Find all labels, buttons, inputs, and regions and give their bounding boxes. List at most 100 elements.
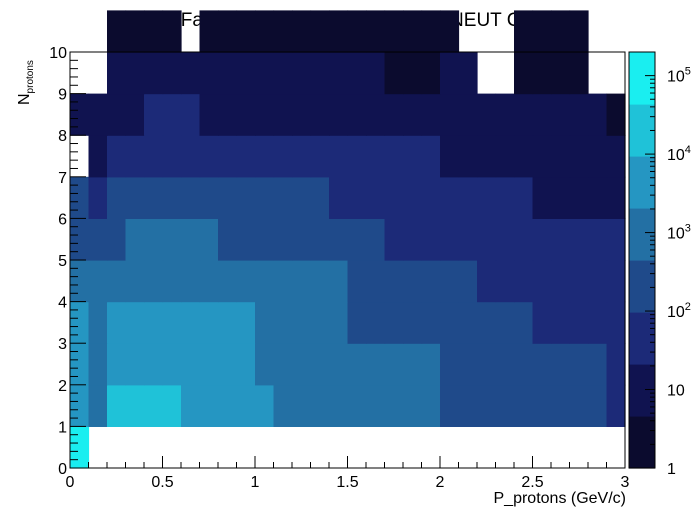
heatmap-cell [218, 260, 238, 303]
heatmap-cell [514, 260, 534, 303]
heatmap-cell [495, 301, 515, 344]
heatmap-cell [384, 384, 404, 427]
heatmap-cell [236, 93, 256, 136]
heatmap-cell [255, 135, 275, 178]
heatmap-cell [495, 260, 515, 303]
heatmap-cell [532, 135, 552, 178]
heatmap-cell [514, 52, 534, 95]
heatmap-cell [366, 135, 386, 178]
heatmap-cell [458, 176, 478, 219]
heatmap-cell [329, 260, 349, 303]
heatmap-cell [107, 10, 127, 53]
heatmap-cell [218, 52, 238, 95]
heatmap-cell [199, 10, 219, 53]
color-scale-step [629, 52, 655, 105]
heatmap-cell [255, 260, 275, 303]
heatmap-cell [88, 135, 108, 178]
heatmap-cell [125, 343, 145, 386]
heatmap-cell [329, 301, 349, 344]
heatmap-cell [162, 135, 182, 178]
heatmap-cell [236, 176, 256, 219]
heatmap-cell [273, 301, 293, 344]
heatmap-cell [162, 260, 182, 303]
heatmap-cell [199, 218, 219, 261]
heatmap-cell [310, 176, 330, 219]
heatmap-cell [477, 93, 497, 136]
heatmap-cell [606, 218, 626, 261]
y-tick-label: 7 [58, 170, 67, 187]
color-scale-step [629, 364, 655, 417]
heatmap-cell [181, 218, 201, 261]
color-scale-label: 102 [667, 301, 691, 321]
heatmap-cell [144, 260, 164, 303]
heatmap-cell [347, 218, 367, 261]
heatmap-cell [181, 384, 201, 427]
color-scale-label: 104 [667, 144, 691, 164]
heatmap-cell [329, 384, 349, 427]
heatmap-cell [292, 301, 312, 344]
heatmap-cell [107, 135, 127, 178]
heatmap-cell [273, 93, 293, 136]
heatmap-cell [532, 93, 552, 136]
heatmap-cell [107, 93, 127, 136]
y-axis-label: Nprotons [16, 60, 36, 105]
heatmap-cell [588, 260, 608, 303]
heatmap-cell [366, 343, 386, 386]
heatmap-cell [255, 52, 275, 95]
heatmap-cell [440, 176, 460, 219]
heatmap-cell [551, 10, 571, 53]
heatmap-cell [403, 135, 423, 178]
y-axis-label-subscript: protons [25, 60, 36, 93]
heatmap-cell [181, 93, 201, 136]
heatmap-cell [181, 52, 201, 95]
heatmap-cell [329, 10, 349, 53]
heatmap-cell [199, 301, 219, 344]
heatmap-cell [403, 301, 423, 344]
heatmap-cell [310, 260, 330, 303]
heatmap-cell [292, 384, 312, 427]
heatmap-cell [421, 384, 441, 427]
color-scale-bar [628, 51, 656, 469]
heatmap-cell [440, 52, 460, 95]
heatmap-cell [588, 343, 608, 386]
heatmap-cell [88, 93, 108, 136]
heatmap-cell [107, 343, 127, 386]
heatmap-cell [70, 301, 90, 344]
heatmap-cell [310, 343, 330, 386]
heatmap-cell [532, 384, 552, 427]
heatmap-cell [218, 135, 238, 178]
heatmap-cell [403, 176, 423, 219]
heatmap-cell [70, 343, 90, 386]
heatmap-cell [384, 135, 404, 178]
heatmap-cell [514, 384, 534, 427]
heatmap-cell [366, 384, 386, 427]
heatmap-cell [88, 301, 108, 344]
color-scale-step [629, 312, 655, 365]
heatmap-cell [403, 10, 423, 53]
heatmap-cell [199, 52, 219, 95]
heatmap-cell [569, 218, 589, 261]
heatmap-cell [532, 343, 552, 386]
y-tick-label: 2 [58, 378, 67, 395]
heatmap-cell [273, 176, 293, 219]
heatmap-cell [403, 343, 423, 386]
heatmap-cell [107, 301, 127, 344]
heatmap-cell [144, 135, 164, 178]
heatmap-cell [569, 93, 589, 136]
x-tick-label: 1 [251, 474, 260, 491]
y-tick-label: 8 [58, 128, 67, 145]
heatmap-cell [532, 260, 552, 303]
y-tick-label: 3 [58, 336, 67, 353]
heatmap-cell [569, 343, 589, 386]
heatmap-cell [292, 135, 312, 178]
heatmap-cell [366, 260, 386, 303]
heatmap-cell [236, 343, 256, 386]
heatmap-cell [310, 52, 330, 95]
heatmap-cell [255, 384, 275, 427]
heatmap-cell [292, 343, 312, 386]
heatmap-cell [107, 218, 127, 261]
heatmap-cell [107, 52, 127, 95]
heatmap-cell [218, 218, 238, 261]
heatmap-cell [477, 260, 497, 303]
heatmap-cell [144, 218, 164, 261]
